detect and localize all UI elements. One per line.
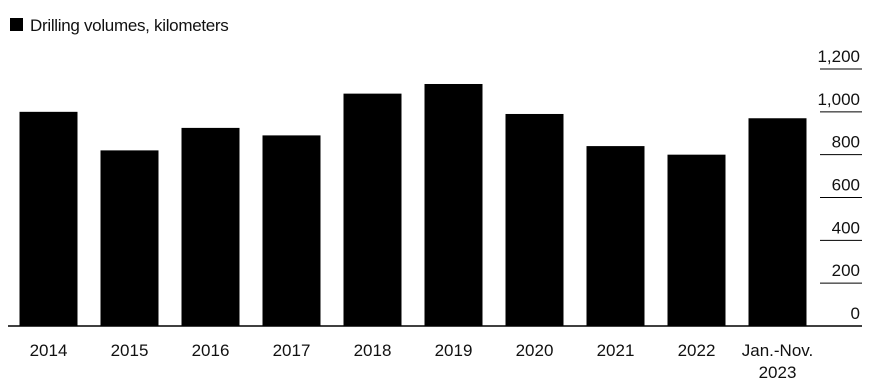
bar [668, 155, 726, 326]
x-tick-label: Jan.-Nov. 2023 [742, 341, 814, 380]
bar [263, 135, 321, 326]
legend: Drilling volumes, kilometers [10, 16, 229, 35]
x-tick-label-line: 2021 [597, 341, 635, 360]
x-tick-label-line: 2018 [354, 341, 392, 360]
bar [506, 114, 564, 326]
x-axis-category-labels: 2014 2015 2016 2017 2018 2019 2020 2021 2022 Jan.… [30, 341, 814, 380]
x-tick-label-line: 2015 [111, 341, 149, 360]
x-tick-label-line: 2019 [435, 341, 473, 360]
y-tick-label: 600 [832, 176, 860, 195]
x-tick-label-line: Jan.-Nov. [742, 341, 814, 360]
bar [587, 146, 645, 326]
legend-label: Drilling volumes, kilometers [30, 16, 229, 35]
bar [101, 150, 159, 326]
x-tick-label: 2020 [516, 341, 554, 360]
x-tick-label: 2021 [597, 341, 635, 360]
bar [20, 112, 78, 326]
bar [344, 94, 402, 326]
x-tick-label: 2022 [678, 341, 716, 360]
x-tick-label-line: 2022 [678, 341, 716, 360]
bar [749, 118, 807, 326]
x-tick-label: 2016 [192, 341, 230, 360]
x-tick-label-line: 2020 [516, 341, 554, 360]
y-tick-label: 0 [851, 304, 860, 323]
bars [20, 84, 807, 326]
x-tick-label: 2018 [354, 341, 392, 360]
x-tick-label: 2014 [30, 341, 68, 360]
y-tick-label: 400 [832, 218, 860, 237]
x-tick-label-line: 2014 [30, 341, 68, 360]
y-tick-label: 800 [832, 133, 860, 152]
bar [182, 128, 240, 326]
y-tick-label: 1,000 [817, 90, 860, 109]
y-tick-label: 200 [832, 261, 860, 280]
y-tick-label: 1,200 [817, 47, 860, 66]
legend-swatch [10, 18, 23, 31]
x-tick-label-line: 2016 [192, 341, 230, 360]
x-tick-label-line: 2023 [759, 363, 797, 380]
x-tick-label: 2015 [111, 341, 149, 360]
x-tick-label: 2019 [435, 341, 473, 360]
bar [425, 84, 483, 326]
y-axis-tick-labels: 0 200 400 600 800 1,000 1,200 [817, 47, 860, 323]
x-tick-label-line: 2017 [273, 341, 311, 360]
x-tick-label: 2017 [273, 341, 311, 360]
